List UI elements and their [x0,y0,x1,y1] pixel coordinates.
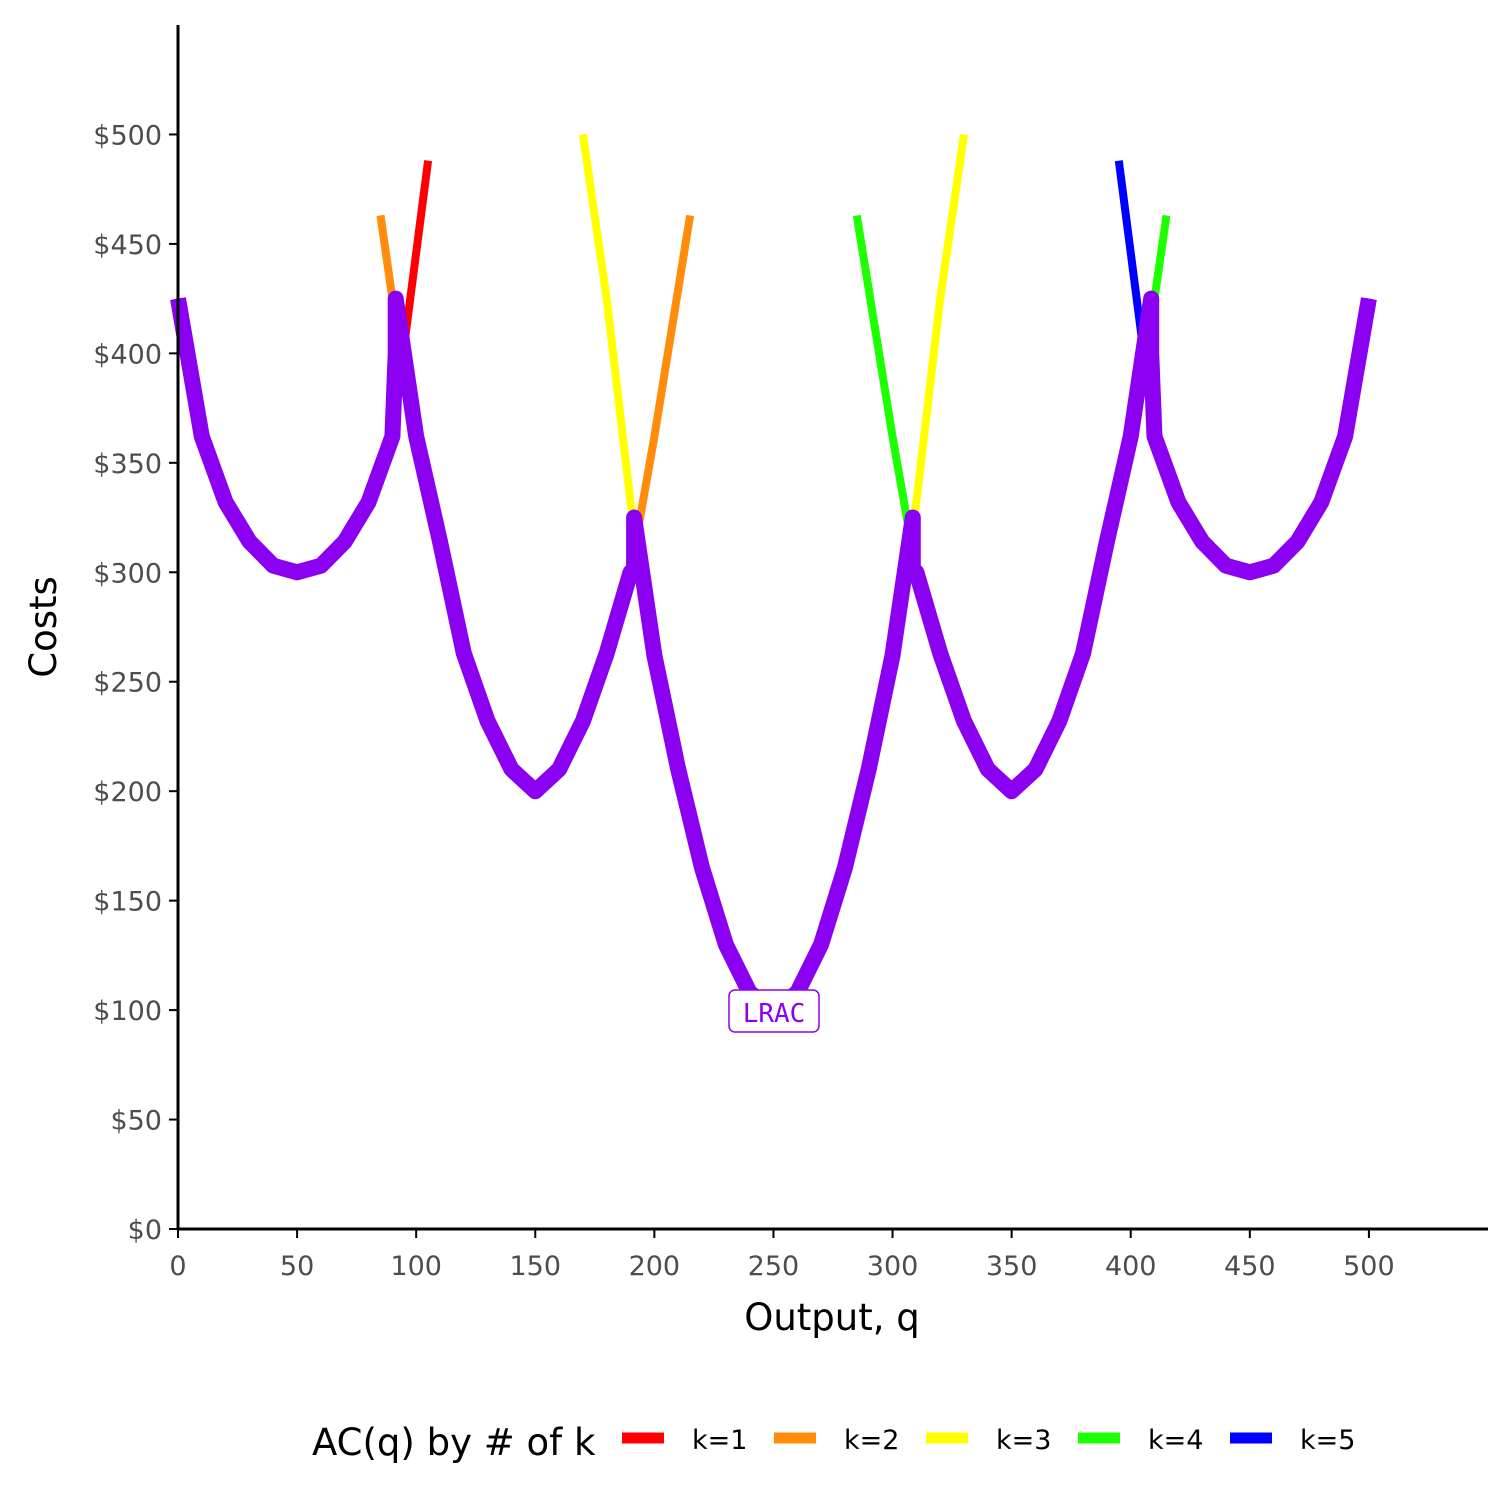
y-tick-label: $100 [93,996,162,1027]
plot-lines [170,133,1377,1019]
x-tick-label: 250 [748,1251,800,1282]
y-tick-label: $300 [93,558,162,589]
legend-label: k=2 [844,1425,899,1456]
x-axis-title: Output, q [744,1296,920,1339]
y-ticks: $0 $50 $100 $150 $200 $250 $300 $350 $400 $450 $50… [93,120,178,1246]
x-tick-label: 500 [1343,1251,1395,1282]
y-tick-label: $400 [93,339,162,370]
x-tick-label: 350 [986,1251,1038,1282]
x-tick-label: 200 [629,1251,681,1282]
y-tick-label: $200 [93,777,162,808]
y-tick-label: $250 [93,668,162,699]
axes: 0 50 100 150 200 250 300 350 400 450 500 $0 $50 $100… [93,25,1488,1282]
x-ticks: 0 50 100 150 200 250 300 350 400 450 500 [169,1229,1395,1282]
x-tick-label: 0 [169,1251,186,1282]
x-tick-label: 50 [280,1251,314,1282]
lrac-label-box [728,989,820,1033]
y-tick-label: $50 [110,1106,162,1137]
y-tick-label: $0 [128,1215,162,1246]
x-tick-label: 300 [867,1251,919,1282]
legend-label: k=3 [996,1425,1051,1456]
y-tick-label: $350 [93,449,162,480]
legend-title: AC(q) by # of k [312,1421,596,1464]
legend: AC(q) by # of k k=1 k=2 k=3 k=4 k=5 [312,1421,1355,1464]
legend-label: k=1 [692,1425,747,1456]
legend-entries: k=1 k=2 k=3 k=4 k=5 [622,1425,1355,1456]
y-tick-label: $150 [93,887,162,918]
legend-label: k=5 [1300,1425,1355,1456]
y-axis-title: Costs [22,576,65,678]
x-tick-label: 150 [509,1251,561,1282]
x-tick-label: 400 [1105,1251,1157,1282]
lrac-label-text: LRAC [743,999,806,1029]
x-tick-label: 450 [1224,1251,1276,1282]
y-tick-label: $450 [93,230,162,261]
lrac-label: LRAC [728,989,820,1033]
y-tick-label: $500 [93,120,162,151]
lrac-line [170,290,1377,1019]
legend-label: k=4 [1148,1425,1203,1456]
x-tick-label: 100 [390,1251,442,1282]
